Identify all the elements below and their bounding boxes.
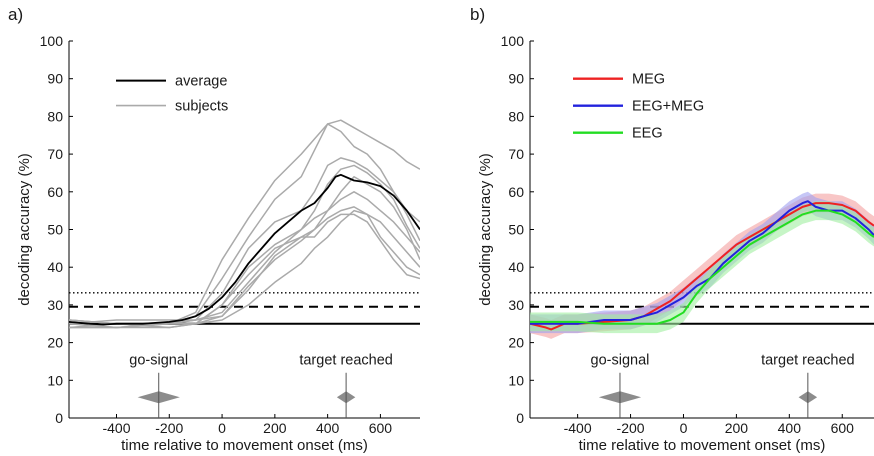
y-tick-label: 40 [47,259,63,275]
x-tick-label: 0 [680,420,688,436]
x-axis-label: time relative to movement onset (ms) [121,437,368,454]
event-label: target reached [299,352,393,368]
y-tick-label: 80 [47,108,63,124]
y-tick-label: 50 [47,222,63,238]
legend-label: MEG [632,72,665,88]
event-label: go-signal [129,352,188,368]
chart-panel-a: a) 0 10 20 30 40 50 60 70 80 90 100 -400 -200 0 200 400 6… [8,5,420,454]
x-tick-label: 200 [725,420,749,436]
series-line-subject [69,209,420,329]
confidence-band-meg [530,193,874,339]
panel-label: a) [8,5,23,24]
series-line-subject [69,206,420,329]
y-axis-label: decoding accuracy (%) [477,153,494,306]
x-axis-label: time relative to movement onset (ms) [579,437,826,454]
x-tick-label: -400 [102,420,130,436]
y-tick-label: 20 [508,335,524,351]
x-tick-label: 0 [218,420,226,436]
y-tick-label: 50 [508,222,524,238]
y-tick-label: 70 [508,146,524,162]
y-tick-label: 100 [40,33,64,49]
x-tick-label: 600 [369,420,393,436]
legend-label: EEG [632,126,663,142]
series-line-subject [69,164,420,329]
y-tick-label: 70 [47,146,63,162]
y-tick-label: 30 [508,297,524,313]
legend-label: EEG+MEG [632,99,704,115]
plot-area [69,119,420,329]
chart-panel-b: b) 0 10 20 30 40 50 60 70 80 90 100 -400 -200 0 200 400 6… [470,5,874,454]
y-tick-label: 0 [55,410,63,426]
x-tick-label: 600 [831,420,855,436]
y-tick-label: 60 [508,184,524,200]
legend: average subjects [116,74,228,115]
x-tick-label: 400 [316,420,340,436]
y-tick-label: 0 [516,410,524,426]
x-tick-label: -200 [617,420,645,436]
series-line-subject [69,123,420,329]
y-tick-label: 10 [508,372,524,388]
event-label: target reached [761,352,855,368]
series-line-subject [69,213,420,325]
y-axis-label: decoding accuracy (%) [16,153,33,306]
y-tick-label: 40 [508,259,524,275]
y-tick-label: 10 [47,372,63,388]
panel-label: b) [470,5,485,24]
y-tick-label: 90 [508,71,524,87]
legend-label: average [175,74,227,90]
y-tick-label: 100 [501,33,525,49]
series-line-average [69,173,420,326]
y-tick-label: 60 [47,184,63,200]
series-line-eeg [530,209,874,325]
legend: MEG EEG+MEG EEG [573,72,704,142]
x-tick-label: 200 [263,420,287,436]
event-label: go-signal [591,352,650,368]
series-line-subject [69,157,420,325]
plot-area [530,191,874,339]
x-tick-label: 400 [778,420,802,436]
y-tick-label: 20 [47,335,63,351]
x-tick-label: -200 [155,420,183,436]
y-tick-label: 90 [47,71,63,87]
x-tick-label: -400 [564,420,592,436]
y-tick-label: 80 [508,108,524,124]
legend-label: subjects [175,99,228,115]
y-tick-label: 30 [47,297,63,313]
